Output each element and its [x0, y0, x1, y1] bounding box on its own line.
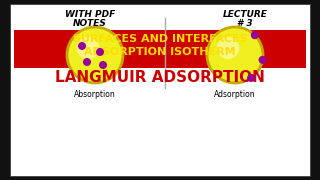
Circle shape: [96, 48, 104, 56]
Circle shape: [83, 58, 91, 66]
Text: Absorption: Absorption: [74, 90, 116, 99]
Text: LANGMUIR ADSORPTION: LANGMUIR ADSORPTION: [55, 70, 265, 85]
Circle shape: [259, 56, 267, 64]
Text: # 3: # 3: [237, 19, 253, 28]
FancyBboxPatch shape: [14, 30, 306, 68]
Circle shape: [78, 42, 86, 50]
Text: NOTES: NOTES: [73, 19, 107, 28]
Circle shape: [247, 74, 255, 82]
Circle shape: [217, 37, 239, 59]
Text: Adsorption: Adsorption: [214, 90, 256, 99]
FancyBboxPatch shape: [10, 4, 310, 176]
Circle shape: [77, 37, 99, 59]
Text: WITH PDF: WITH PDF: [65, 10, 115, 19]
Text: ADSORPTION ISOTHERM: ADSORPTION ISOTHERM: [84, 47, 236, 57]
Circle shape: [251, 31, 259, 39]
Circle shape: [207, 27, 263, 83]
Circle shape: [99, 61, 107, 69]
Text: SURFACES AND INTERFACES: SURFACES AND INTERFACES: [73, 34, 247, 44]
Circle shape: [67, 27, 123, 83]
Text: LECTURE: LECTURE: [223, 10, 268, 19]
